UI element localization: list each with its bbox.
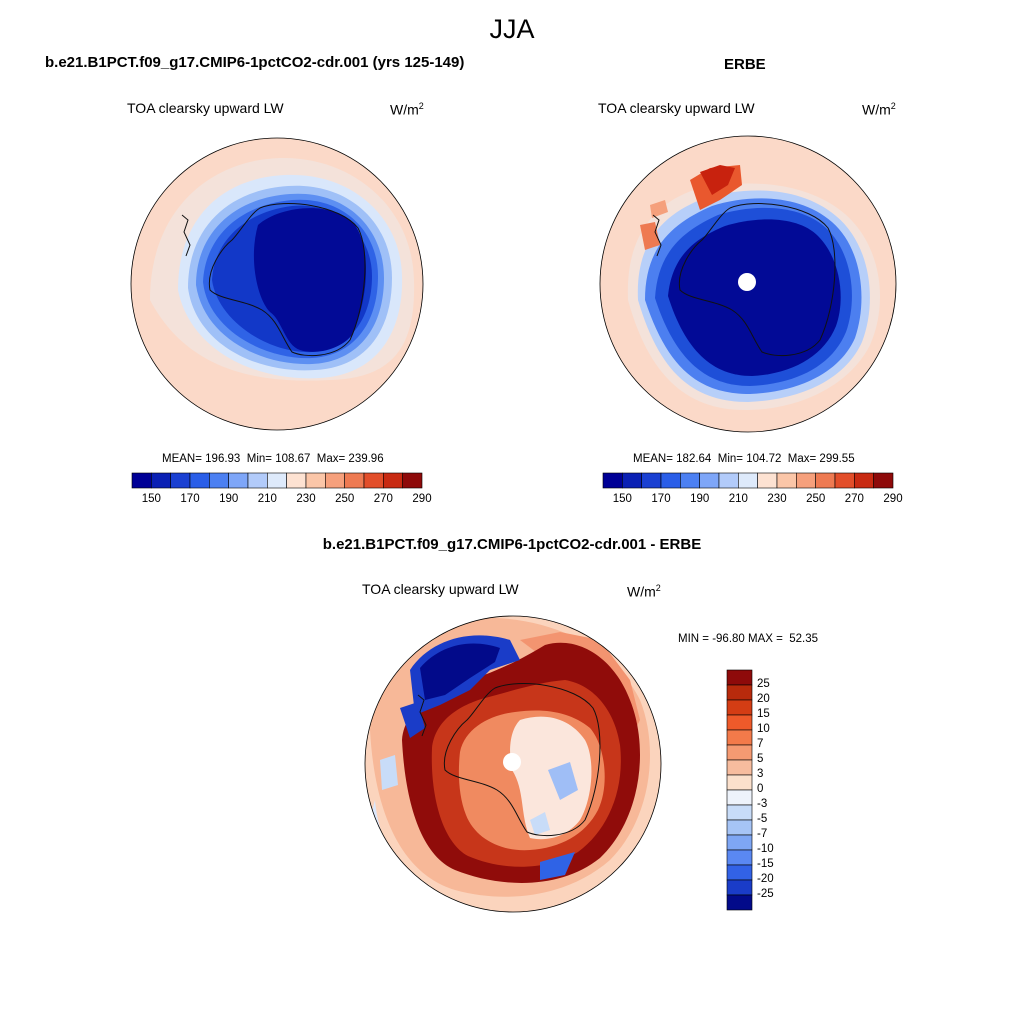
diff-units-label: W/m2 [627, 583, 661, 600]
obs-colorbar-tick-label: 210 [728, 493, 748, 505]
diff-colorbar-swatch [726, 819, 753, 836]
obs-colorbar-swatch [796, 472, 816, 489]
diff-colorbar-tick-label: -5 [757, 813, 768, 825]
obs-colorbar-swatch [680, 472, 700, 489]
diff-colorbar-swatch [726, 879, 753, 896]
model-colorbar-tick-label: 270 [373, 493, 393, 505]
diff-colorbar-swatch [726, 684, 753, 701]
diff-colorbar-tick-label: -7 [757, 828, 768, 840]
obs-polar-map [600, 136, 896, 432]
diff-colorbar-swatch [726, 669, 753, 686]
obs-colorbar-swatch [641, 472, 662, 489]
diff-colorbar-tick-label: 5 [757, 753, 764, 765]
obs-colorbar-swatch [757, 472, 778, 489]
model-colorbar-tick-label: 250 [335, 493, 355, 505]
model-colorbar-swatch [325, 472, 345, 489]
diff-colorbar-swatch [726, 849, 753, 866]
diff-colorbar-tick-label: -10 [757, 843, 774, 855]
diff-colorbar-tick-label: 10 [757, 723, 770, 735]
diff-colorbar-swatch [726, 744, 753, 761]
obs-colorbar-swatch [776, 472, 797, 489]
model-colorbar-swatch [305, 472, 326, 489]
diff-colorbar-swatch [726, 894, 753, 911]
obs-colorbar-swatch [660, 472, 681, 489]
model-colorbar-tick-label: 150 [141, 493, 161, 505]
diff-colorbar [726, 669, 753, 911]
diff-colorbar-tick-label: -20 [757, 873, 774, 885]
obs-colorbar-swatch [699, 472, 720, 489]
diff-colorbar-tick-label: 20 [757, 693, 770, 705]
obs-colorbar-tick-label: 150 [612, 493, 632, 505]
diff-colorbar-tick-label: -3 [757, 798, 768, 810]
model-colorbar-swatch [363, 472, 384, 489]
obs-colorbar-tick-label: 230 [767, 493, 787, 505]
obs-colorbar-swatch [738, 472, 758, 489]
model-colorbar [131, 472, 423, 489]
model-colorbar-swatch [247, 472, 268, 489]
obs-colorbar-tick-label: 250 [806, 493, 826, 505]
model-units-label: W/m2 [390, 101, 424, 118]
diff-colorbar-swatch [726, 774, 753, 791]
obs-colorbar-swatch [815, 472, 836, 489]
obs-stats: MEAN= 182.64 Min= 104.72 Max= 299.55 [633, 453, 855, 465]
model-colorbar-swatch [209, 472, 229, 489]
model-colorbar-swatch [286, 472, 307, 489]
obs-colorbar [602, 472, 894, 489]
model-colorbar-swatch [228, 472, 249, 489]
model-stats: MEAN= 196.93 Min= 108.67 Max= 239.96 [162, 453, 384, 465]
model-colorbar-swatch [267, 472, 287, 489]
diff-colorbar-swatch [726, 789, 753, 806]
diff-colorbar-tick-label: 0 [757, 783, 764, 795]
model-colorbar-swatch [189, 472, 210, 489]
diff-colorbar-tick-label: 25 [757, 678, 770, 690]
obs-panel-header: ERBE [724, 56, 766, 73]
diff-colorbar-swatch [726, 714, 753, 731]
model-colorbar-swatch [151, 472, 171, 489]
model-polar-map [131, 138, 423, 430]
diff-panel-header: b.e21.B1PCT.f09_g17.CMIP6-1pctCO2-cdr.00… [322, 536, 702, 553]
model-variable-label: TOA clearsky upward LW [127, 100, 284, 116]
diff-minmax: MIN = -96.80 MAX = 52.35 [678, 633, 819, 645]
obs-colorbar-swatch [834, 472, 855, 489]
diff-colorbar-swatch [726, 804, 753, 821]
diff-colorbar-swatch [726, 699, 753, 716]
diff-colorbar-tick-label: 15 [757, 708, 770, 720]
obs-colorbar-swatch [622, 472, 642, 489]
obs-colorbar-swatch [718, 472, 739, 489]
diff-colorbar-tick-label: 3 [757, 768, 764, 780]
diff-variable-label: TOA clearsky upward LW [362, 581, 519, 597]
diff-colorbar-swatch [726, 834, 753, 851]
obs-colorbar-tick-label: 270 [844, 493, 864, 505]
diff-colorbar-swatch [726, 729, 753, 746]
diff-polar-map [365, 616, 661, 912]
obs-colorbar-tick-label: 170 [651, 493, 671, 505]
model-colorbar-swatch [170, 472, 191, 489]
obs-colorbar-swatch [602, 472, 623, 489]
model-colorbar-swatch [344, 472, 365, 489]
diff-colorbar-swatch [726, 864, 753, 881]
diff-colorbar-tick-label: -25 [757, 888, 774, 900]
model-panel-header: b.e21.B1PCT.f09_g17.CMIP6-1pctCO2-cdr.00… [45, 54, 465, 71]
model-colorbar-tick-label: 230 [296, 493, 316, 505]
obs-colorbar-tick-label: 190 [690, 493, 710, 505]
model-colorbar-tick-label: 190 [219, 493, 239, 505]
obs-variable-label: TOA clearsky upward LW [598, 100, 755, 116]
model-colorbar-tick-label: 210 [257, 493, 277, 505]
model-colorbar-tick-label: 290 [412, 493, 432, 505]
model-colorbar-tick-label: 170 [180, 493, 200, 505]
obs-colorbar-swatch [873, 472, 894, 489]
diff-colorbar-swatch [726, 759, 753, 776]
model-colorbar-swatch [402, 472, 423, 489]
model-colorbar-swatch [383, 472, 403, 489]
diff-colorbar-tick-label: -15 [757, 858, 774, 870]
figure-title: JJA [489, 14, 535, 44]
model-colorbar-swatch [131, 472, 152, 489]
obs-colorbar-tick-label: 290 [883, 493, 903, 505]
obs-colorbar-swatch [854, 472, 874, 489]
diff-colorbar-tick-label: 7 [757, 738, 764, 750]
obs-units-label: W/m2 [862, 101, 896, 118]
